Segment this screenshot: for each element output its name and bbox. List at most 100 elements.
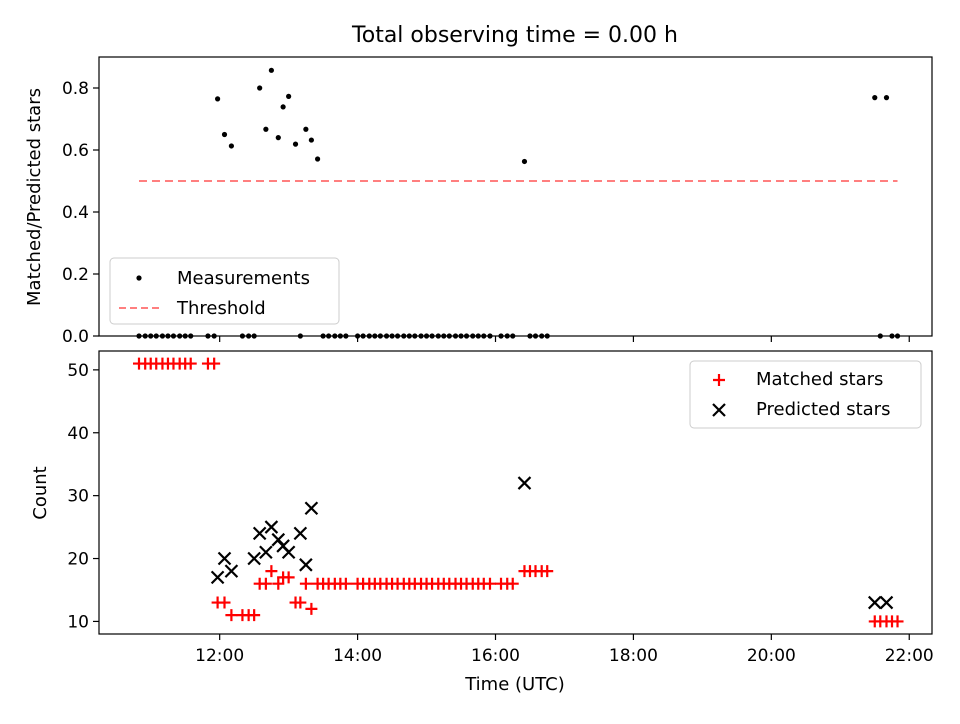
- predicted-star-point: [879, 595, 894, 610]
- measurement-point: [343, 333, 349, 339]
- measurement-point: [458, 333, 464, 339]
- measurement-point: [303, 126, 309, 132]
- measurement-point: [314, 156, 321, 162]
- measurement-point: [182, 333, 188, 339]
- measurement-point: [894, 333, 901, 339]
- measurement-point: [251, 333, 257, 339]
- legend-matched-marker: [713, 374, 725, 386]
- matched-star-point: [248, 609, 261, 622]
- measurement-point: [354, 333, 361, 339]
- count-x-tick-label: 18:00: [609, 646, 658, 666]
- count-legend-box: [689, 360, 922, 429]
- count-x-tick-label: 16:00: [471, 646, 520, 666]
- measurement-point: [498, 333, 504, 339]
- measurement-point: [889, 333, 895, 339]
- ratio-legend: Measurements Threshold: [109, 257, 340, 325]
- count-legend: Matched stars Predicted stars: [689, 360, 922, 429]
- count-marks: [132, 357, 904, 628]
- measurement-point: [239, 333, 246, 339]
- predicted-star-point: [867, 595, 882, 610]
- measurement-point: [257, 85, 263, 91]
- measurement-point: [883, 95, 890, 101]
- measurement-point: [211, 333, 217, 339]
- measurement-point: [470, 333, 476, 339]
- count-panel-ylabel: Count: [30, 466, 51, 519]
- matched-star-point: [282, 571, 295, 584]
- legend-measurements-marker: [136, 275, 142, 281]
- ratio-x-axis: [219, 336, 910, 342]
- measurement-point: [275, 135, 281, 141]
- measurement-point: [877, 333, 883, 339]
- predicted-star-point: [217, 551, 232, 566]
- measurement-point: [148, 333, 154, 339]
- measurement-point: [394, 333, 401, 339]
- measurement-point: [177, 333, 183, 339]
- measurement-point: [308, 137, 314, 143]
- count-y-axis: 10 20 30 40 50: [67, 361, 99, 632]
- predicted-star-point: [299, 558, 313, 572]
- measurement-point: [475, 333, 481, 339]
- measurement-point: [280, 104, 286, 110]
- matched-star-point: [184, 357, 197, 370]
- predicted-star-point: [517, 476, 532, 490]
- matched-star-point: [259, 577, 272, 590]
- count-y-tick-label: 40: [67, 424, 89, 444]
- measurement-point: [481, 333, 487, 339]
- measurement-point: [142, 333, 148, 339]
- ratio-panel: Matched/Predicted stars 0.00.20.40.60.8 …: [24, 56, 933, 347]
- measurement-point: [205, 333, 211, 339]
- measurement-point: [383, 333, 390, 339]
- count-x-tick-label: 20:00: [747, 646, 796, 666]
- measurement-point: [188, 333, 194, 339]
- measurement-point: [372, 333, 378, 339]
- legend-predicted-label: Predicted stars: [756, 399, 890, 420]
- matched-star-point: [305, 602, 318, 615]
- matched-star-point: [541, 565, 554, 578]
- measurement-point: [435, 333, 441, 339]
- count-y-tick-label: 20: [67, 550, 89, 570]
- count-x-axis: 12:00 14:00 16:00 18:00 20:00 22:00: [195, 634, 934, 666]
- count-y-tick-label: 50: [67, 361, 89, 381]
- measurement-point: [487, 333, 493, 339]
- legend-matched-label: Matched stars: [756, 369, 883, 390]
- figure-title: Total observing time = 0.00 h: [351, 23, 678, 48]
- measurement-point: [377, 333, 383, 339]
- measurement-point: [326, 333, 332, 339]
- measurement-point: [872, 95, 878, 101]
- ratio-y-tick-label: 0.4: [62, 203, 89, 223]
- predicted-star-point: [264, 520, 279, 534]
- matched-star-point: [294, 596, 307, 609]
- measurement-point: [297, 333, 303, 339]
- matched-star-point: [339, 577, 352, 590]
- measurement-point: [446, 333, 452, 339]
- measurement-point: [170, 333, 177, 339]
- matched-star-point: [265, 565, 278, 578]
- legend-predicted-marker: [712, 403, 726, 417]
- legend-threshold-label: Threshold: [176, 298, 266, 319]
- measurement-point: [544, 333, 550, 339]
- measurement-point: [418, 333, 424, 339]
- measurement-point: [286, 93, 292, 99]
- ratio-panel-ylabel: Matched/Predicted stars: [24, 88, 45, 306]
- measurement-point: [423, 333, 430, 339]
- measurement-point: [510, 333, 516, 339]
- predicted-star-point: [259, 545, 273, 560]
- count-x-tick-label: 22:00: [885, 646, 934, 666]
- measurement-point: [165, 333, 171, 339]
- measurement-point: [366, 333, 372, 339]
- measurement-point: [268, 67, 274, 73]
- measurement-point: [159, 333, 166, 339]
- count-y-tick-label: 10: [67, 612, 89, 632]
- measurement-point: [263, 126, 269, 132]
- ratio-panel-frame: [98, 56, 933, 337]
- matched-star-point: [299, 577, 312, 590]
- ratio-marks: [136, 67, 901, 339]
- measurement-point: [532, 333, 539, 339]
- measurement-point: [246, 333, 252, 339]
- measurement-point: [136, 333, 142, 339]
- matched-star-point: [272, 577, 285, 590]
- measurement-point: [221, 131, 228, 138]
- matched-star-point: [218, 596, 231, 609]
- matched-star-point: [506, 577, 519, 590]
- measurement-point: [521, 158, 528, 165]
